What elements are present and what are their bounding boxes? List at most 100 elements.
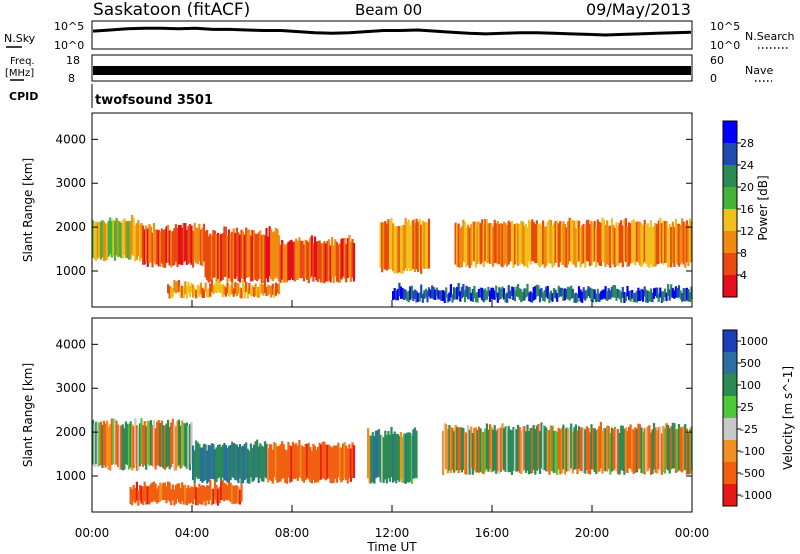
cell-b4-7 <box>452 431 456 473</box>
cell-b4-23 <box>477 426 481 473</box>
cell-b1-23 <box>227 445 231 484</box>
cell-b0-48 <box>167 419 170 467</box>
cell-b7-48 <box>467 287 470 300</box>
cell-b3-3 <box>284 244 287 283</box>
cell-b5-43 <box>196 488 199 506</box>
cell-b1-1 <box>143 229 146 265</box>
cell-b4-28 <box>423 221 426 269</box>
cell-b7-161 <box>643 286 646 297</box>
cell-b4-3 <box>384 221 387 270</box>
cell-b1-17 <box>218 444 221 478</box>
cell-b4-82 <box>570 423 573 469</box>
cell-b5-53 <box>537 223 540 266</box>
cell-b5-44 <box>523 225 526 267</box>
cell-b4-103 <box>602 428 606 472</box>
cell-b5-62 <box>551 225 554 268</box>
cell-b7-175 <box>665 292 668 301</box>
cell-b5-72 <box>567 221 570 265</box>
cell-b5-31 <box>177 483 181 503</box>
cell-b7-82 <box>520 289 523 303</box>
cell-b5-36 <box>510 221 513 262</box>
cell-b2-21 <box>299 445 302 479</box>
cell-b4-115 <box>621 425 624 471</box>
cell-b0-47 <box>165 423 168 468</box>
cell-b3-13 <box>387 431 390 479</box>
cell-b5-53 <box>212 488 215 505</box>
cell-b5-83 <box>584 225 587 268</box>
cell-b7-96 <box>542 292 545 301</box>
cell-b3-38 <box>338 243 342 283</box>
velocity-y-axis: 1000 2000 3000 4000 <box>55 337 692 483</box>
cell-b5-19 <box>159 482 162 502</box>
cell-b4-32 <box>492 429 495 472</box>
cell-b0-9 <box>106 420 109 466</box>
colorbar-tick-label-3: 25 <box>740 401 754 414</box>
cell-b7-156 <box>635 290 638 303</box>
cell-b7-5 <box>399 286 402 299</box>
cell-b2-16 <box>292 441 295 480</box>
cell-b7-63 <box>490 287 493 300</box>
cell-b2-17 <box>293 444 296 479</box>
cell-b3-21 <box>312 243 315 282</box>
colorbar-swatch-6 <box>723 352 737 374</box>
cell-b5-37 <box>187 485 190 504</box>
cell-b3-46 <box>351 239 354 278</box>
cell-b5-61 <box>549 220 552 264</box>
cell-b5-51 <box>534 223 537 264</box>
cell-b5-43 <box>521 221 524 265</box>
cell-b3-24 <box>317 241 320 283</box>
cell-b6-30 <box>213 283 217 293</box>
cell-b1-16 <box>217 444 220 479</box>
cell-b5-105 <box>618 222 621 264</box>
cell-b2-5 <box>274 443 277 481</box>
cell-b7-50 <box>470 292 473 302</box>
cell-b2-38 <box>263 235 267 283</box>
cell-b0-22 <box>126 221 129 259</box>
cell-b2-34 <box>320 444 323 480</box>
cell-b5-0 <box>454 222 457 265</box>
cell-b5-82 <box>582 223 585 264</box>
cell-b6-14 <box>188 285 192 297</box>
frequency-left-tick-low: 8 <box>68 72 75 85</box>
cell-b6-3 <box>171 288 174 298</box>
cell-b3-35 <box>334 239 337 277</box>
cell-b7-152 <box>629 290 632 302</box>
cell-b5-60 <box>548 219 551 264</box>
cell-b5-22 <box>488 223 492 264</box>
cell-b5-99 <box>609 225 612 268</box>
cell-b7-95 <box>540 287 543 298</box>
noise-frame <box>91 20 693 50</box>
cell-b1-19 <box>171 231 174 266</box>
cell-b7-176 <box>667 284 670 297</box>
cell-b5-52 <box>535 220 538 264</box>
noise-right-tick-high: 10^5 <box>710 20 740 33</box>
cell-b4-136 <box>654 427 657 473</box>
cell-b1-30 <box>188 223 192 263</box>
cell-b2-31 <box>315 449 318 483</box>
cell-b7-64 <box>492 287 495 300</box>
cell-b7-185 <box>681 293 684 302</box>
cell-b4-77 <box>562 424 565 470</box>
cell-b5-125 <box>649 220 652 265</box>
cell-b4-113 <box>618 433 621 475</box>
colorbar-tick-label-5: 24 <box>740 159 754 172</box>
cell-b0-11 <box>109 424 112 471</box>
cell-b6-8 <box>179 285 182 298</box>
cell-b7-127 <box>590 288 593 302</box>
cell-b7-122 <box>582 287 585 299</box>
cell-b0-23 <box>127 424 131 470</box>
cell-b2-55 <box>352 445 356 478</box>
cell-b6-38 <box>226 283 229 294</box>
cell-b4-9 <box>456 426 459 471</box>
cell-b4-33 <box>493 425 496 471</box>
cell-b2-41 <box>268 226 271 277</box>
cell-b7-168 <box>654 287 657 297</box>
cell-b6-15 <box>190 282 193 293</box>
cell-b5-25 <box>168 482 171 502</box>
cell-b1-33 <box>243 443 246 481</box>
cell-b4-15 <box>465 432 468 475</box>
cell-b4-124 <box>635 428 638 473</box>
cell-b0-20 <box>123 218 126 255</box>
cell-b4-116 <box>623 428 626 475</box>
cell-b7-187 <box>684 288 687 302</box>
